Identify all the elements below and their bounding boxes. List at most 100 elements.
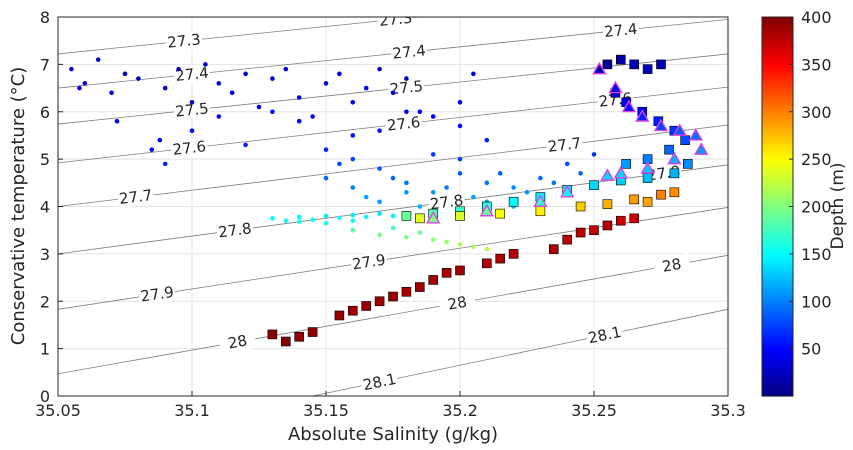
colorbar-segment bbox=[762, 77, 793, 81]
point bbox=[270, 109, 275, 115]
colorbar-segment bbox=[762, 332, 793, 337]
colorbar-segment bbox=[762, 231, 793, 236]
contour-label-bg bbox=[165, 30, 203, 52]
triangle-point bbox=[559, 184, 575, 198]
colorbar-segment bbox=[762, 310, 793, 315]
contour-label: 28 bbox=[218, 329, 257, 354]
square-point bbox=[401, 286, 412, 297]
point bbox=[377, 211, 382, 216]
contour-label: 27.8 bbox=[644, 162, 683, 185]
contour-line bbox=[58, 124, 728, 207]
triangle-point bbox=[600, 168, 615, 181]
colorbar-segment bbox=[762, 238, 793, 242]
colorbar-segment bbox=[762, 73, 793, 78]
colorbar-segment bbox=[762, 212, 793, 217]
point bbox=[444, 239, 449, 245]
y-tick-label: 4 bbox=[40, 198, 50, 217]
contours: 27.327.327.427.427.427.527.527.627.627.6… bbox=[58, 17, 728, 396]
colorbar-segment bbox=[762, 67, 793, 72]
contour-label-text: 28 bbox=[446, 293, 468, 314]
colorbar-segment bbox=[762, 39, 793, 43]
square-point bbox=[548, 244, 559, 254]
point bbox=[471, 71, 476, 77]
colorbar-segment bbox=[762, 45, 793, 50]
colorbar-segment bbox=[762, 386, 793, 391]
colorbar-segment bbox=[762, 377, 793, 381]
triangle-point bbox=[667, 151, 682, 165]
point bbox=[524, 189, 530, 195]
square-point bbox=[589, 180, 599, 190]
colorbar-segment bbox=[762, 241, 793, 245]
colorbar-segment bbox=[762, 351, 793, 356]
colorbar-segment bbox=[762, 118, 793, 122]
contour-label-text: 27.6 bbox=[386, 113, 421, 135]
colorbar-segment bbox=[762, 234, 793, 239]
colorbar-segment bbox=[762, 190, 793, 195]
point bbox=[484, 246, 490, 252]
y-tick-label: 0 bbox=[40, 387, 50, 406]
point bbox=[216, 81, 222, 86]
contour-label-bg bbox=[349, 250, 389, 274]
colorbar-segment bbox=[762, 263, 793, 268]
point bbox=[109, 90, 114, 96]
point bbox=[430, 189, 436, 195]
point bbox=[390, 225, 396, 231]
contour-label: 27.6 bbox=[170, 137, 209, 160]
colorbar-tick-label: 350 bbox=[801, 55, 832, 74]
square-point bbox=[669, 187, 680, 198]
colorbar-segment bbox=[762, 307, 793, 312]
square-point bbox=[589, 225, 599, 235]
colorbar-segment bbox=[762, 329, 793, 334]
x-tick-label: 35.1 bbox=[174, 401, 210, 420]
point bbox=[323, 220, 329, 226]
triangle-point bbox=[653, 118, 669, 132]
contour-label-bg bbox=[601, 19, 640, 42]
y-tick-label: 7 bbox=[40, 55, 50, 74]
square-point bbox=[615, 54, 626, 65]
colorbar-segment bbox=[762, 250, 793, 255]
colorbar-segment bbox=[762, 301, 793, 306]
point bbox=[337, 71, 342, 77]
contour-label: 28 bbox=[438, 291, 477, 316]
point bbox=[484, 180, 490, 186]
colorbar-segment bbox=[762, 35, 793, 40]
colorbar-segment bbox=[762, 20, 793, 24]
colorbar-segment bbox=[762, 92, 793, 97]
point bbox=[243, 142, 248, 148]
colorbar-segment bbox=[762, 178, 793, 182]
colorbar-segment bbox=[762, 335, 793, 340]
contour-label: 27.4 bbox=[601, 19, 640, 42]
colorbar-segment bbox=[762, 222, 793, 227]
square-point bbox=[535, 206, 546, 217]
point bbox=[511, 185, 516, 190]
colorbar-segment bbox=[762, 29, 793, 34]
colorbar-tick-label: 200 bbox=[801, 198, 832, 217]
colorbar-segment bbox=[762, 83, 793, 88]
colorbar-segment bbox=[762, 99, 793, 103]
colorbar-segment bbox=[762, 159, 793, 163]
colorbar-segment bbox=[762, 225, 793, 230]
square-point bbox=[602, 59, 613, 70]
contour-label-text: 27.7 bbox=[547, 134, 582, 156]
colorbar-segment bbox=[762, 342, 793, 347]
point bbox=[350, 185, 356, 190]
point bbox=[310, 114, 315, 119]
colorbar-tick-label: 300 bbox=[801, 103, 832, 122]
colorbar-segment bbox=[762, 200, 793, 204]
y-tick-label: 2 bbox=[40, 292, 50, 311]
colorbar-tick-label: 400 bbox=[801, 8, 832, 27]
colorbar-segment bbox=[762, 373, 793, 378]
x-axis-label: Absolute Salinity (g/kg) bbox=[288, 424, 498, 445]
colorbar-segment bbox=[762, 317, 793, 321]
point bbox=[417, 204, 423, 209]
colorbar-segment bbox=[762, 168, 793, 173]
colorbar-segment bbox=[762, 114, 793, 119]
square-point bbox=[562, 234, 573, 245]
contour-label: 27.3 bbox=[165, 30, 203, 52]
colorbar-segment bbox=[762, 133, 793, 138]
square-point bbox=[575, 201, 586, 212]
colorbar-tick-label: 100 bbox=[801, 292, 832, 311]
colorbar-segment bbox=[762, 162, 793, 167]
point bbox=[551, 180, 557, 186]
